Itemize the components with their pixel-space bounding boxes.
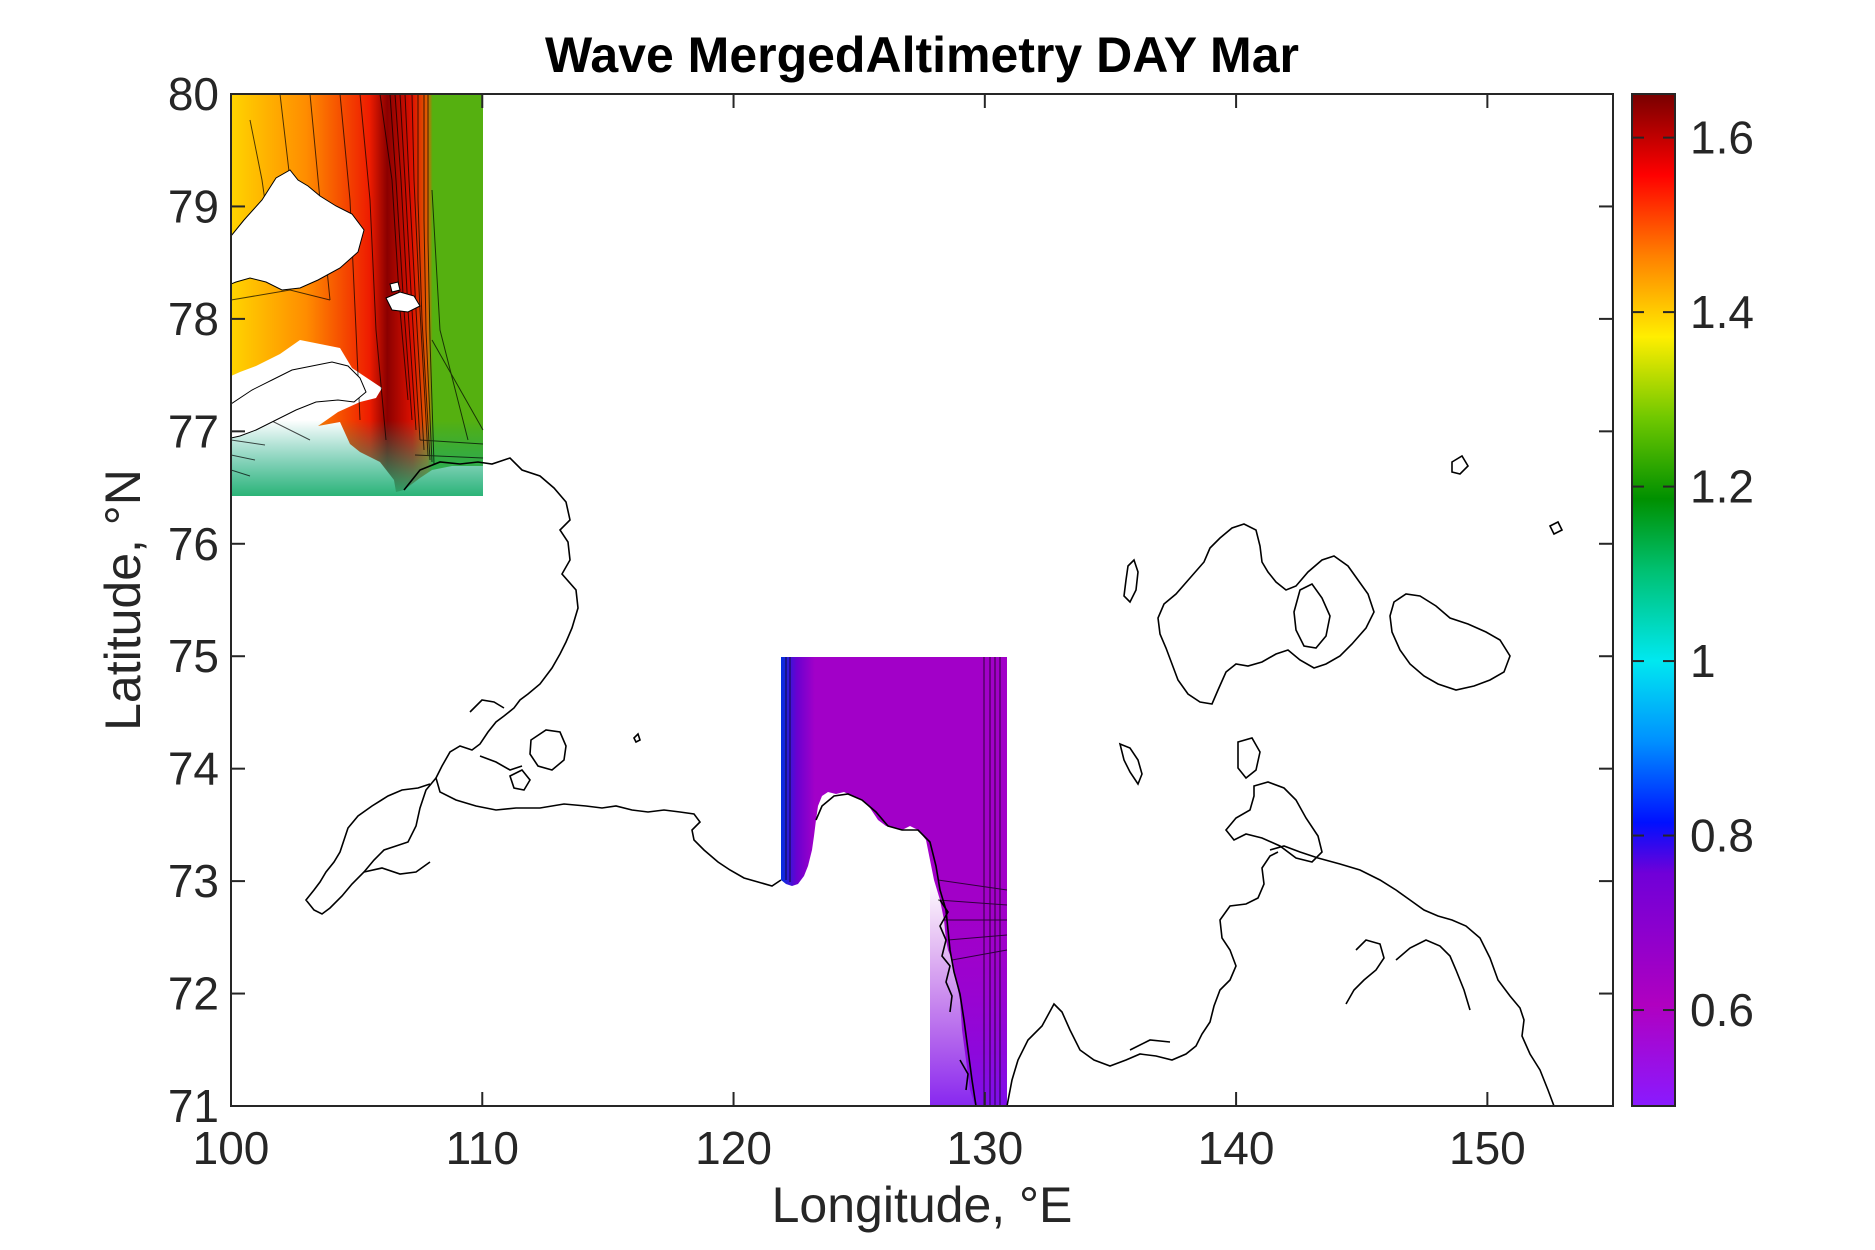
y-tick-label: 73 [168, 855, 219, 907]
chart-title: Wave MergedAltimetry DAY Mar [545, 27, 1299, 83]
plot-frame [230, 93, 1614, 1107]
colorbar-tick-label: 1.2 [1690, 461, 1754, 513]
y-tick-label: 74 [168, 743, 219, 795]
colorbar-ticks: 0.6 0.8 1 1.2 1.4 1.6 [1632, 112, 1754, 1036]
colorbar-gradient [1631, 93, 1676, 1107]
x-axis-label: Longitude, °E [772, 1177, 1073, 1233]
y-tick-label: 78 [168, 293, 219, 345]
coastline [304, 454, 1564, 1106]
x-tick-label: 150 [1449, 1122, 1526, 1174]
y-tick-label: 71 [168, 1080, 219, 1132]
y-tick-label: 79 [168, 180, 219, 232]
y-tick-label: 76 [168, 518, 219, 570]
y-axis-label: Latitude, °N [95, 469, 151, 731]
y-tick-label: 75 [168, 630, 219, 682]
colorbar-tick-label: 1.6 [1690, 112, 1754, 164]
colorbar-tick-label: 0.8 [1690, 810, 1754, 862]
x-tick-label: 110 [446, 1122, 519, 1174]
colorbar-tick-label: 1 [1690, 635, 1716, 687]
y-axis-ticks: 71 72 73 74 75 76 77 78 79 80 [168, 68, 1613, 1132]
y-tick-label: 77 [168, 405, 219, 457]
laptev-sea-wave-field [781, 657, 1008, 1106]
y-tick-label: 72 [168, 968, 219, 1020]
x-tick-label: 140 [1198, 1122, 1275, 1174]
colorbar-tick-label: 1.4 [1690, 286, 1754, 338]
x-tick-label: 130 [946, 1122, 1023, 1174]
x-axis-ticks: 100 110 120 130 140 150 [193, 94, 1526, 1174]
kara-sea-wave-field [231, 94, 484, 496]
colorbar-tick-label: 0.6 [1690, 984, 1754, 1036]
colorbar: 0.6 0.8 1 1.2 1.4 1.6 [1631, 93, 1754, 1107]
y-tick-label: 80 [168, 68, 219, 120]
x-tick-label: 120 [695, 1122, 772, 1174]
x-tick-label: 100 [193, 1122, 270, 1174]
